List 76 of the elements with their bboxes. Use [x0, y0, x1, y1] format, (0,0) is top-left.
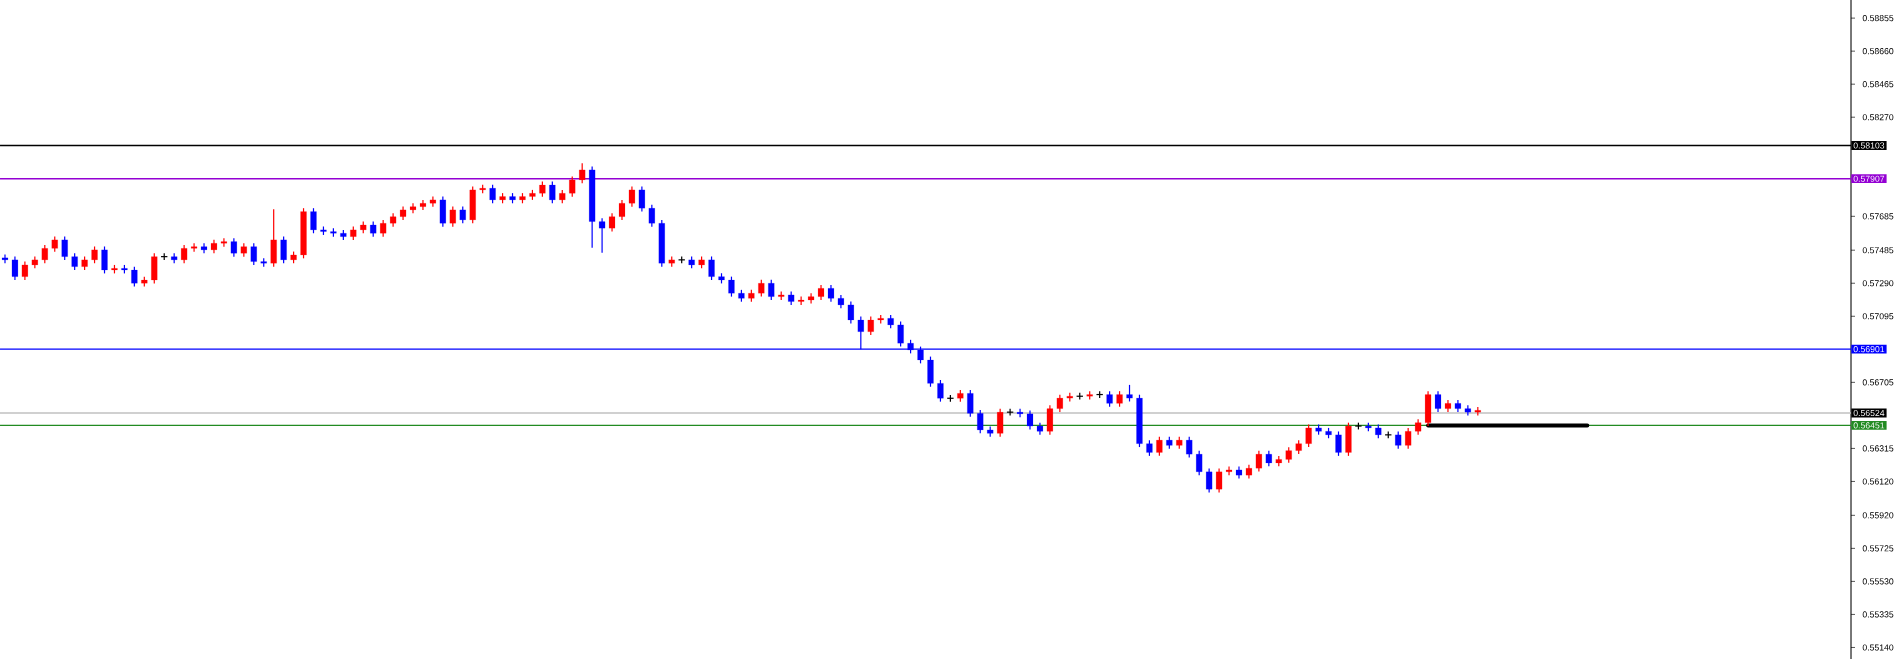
candlestick — [230, 237, 237, 258]
y-tick-label: 0.55920 — [1862, 512, 1894, 519]
candlestick — [181, 244, 188, 264]
candlestick — [270, 208, 277, 268]
candlestick — [1046, 404, 1053, 436]
candlestick — [728, 276, 735, 298]
candlestick — [1206, 467, 1213, 494]
candlestick — [549, 180, 556, 204]
y-tick-label: 0.58855 — [1862, 15, 1894, 22]
y-tick-label: 0.57290 — [1862, 280, 1894, 287]
y-tick-label: 0.55335 — [1862, 611, 1894, 618]
candlestick — [867, 316, 874, 336]
candlestick — [798, 296, 805, 306]
candlestick — [449, 205, 456, 228]
candlestick — [847, 300, 854, 324]
candlestick — [419, 199, 427, 211]
y-tick-label: 0.56315 — [1862, 445, 1894, 452]
y-tick-label: 0.58465 — [1862, 81, 1894, 88]
candlestick — [608, 212, 616, 233]
y-tick-label: 0.57685 — [1862, 213, 1894, 220]
candlestick — [310, 207, 317, 234]
candlestick — [997, 408, 1004, 438]
candlestick — [439, 195, 446, 228]
candlestick — [191, 242, 198, 253]
candlestick — [648, 204, 655, 228]
y-tick-label: 0.56120 — [1862, 478, 1894, 485]
ref-line-label: 0.56451 — [1853, 422, 1885, 429]
candlestick — [569, 175, 576, 198]
candlestick — [101, 245, 108, 275]
candlestick — [1186, 436, 1193, 459]
candlestick — [489, 184, 496, 204]
candlestick — [1464, 404, 1471, 417]
y-tick-label: 0.57485 — [1862, 247, 1894, 254]
candlestick — [1216, 467, 1223, 494]
candlestick — [11, 255, 19, 281]
ref-line-label: 0.56901 — [1853, 346, 1885, 353]
y-tick-label: 0.56705 — [1862, 379, 1894, 386]
candlestick — [1156, 436, 1163, 457]
candlestick — [61, 235, 68, 261]
candlestick — [937, 379, 944, 403]
candlestick — [638, 185, 645, 213]
ref-line-label: 0.57907 — [1853, 175, 1885, 182]
candlestick — [977, 409, 984, 434]
candlestick — [1335, 430, 1342, 457]
candlestick — [41, 244, 48, 264]
candlestick — [768, 279, 775, 301]
candlestick — [21, 260, 28, 281]
candlestick — [1434, 390, 1442, 413]
candlestick — [1405, 427, 1412, 450]
candlestick — [1016, 408, 1024, 418]
candlestick — [579, 162, 586, 184]
y-tick-label: 0.58270 — [1862, 114, 1894, 121]
ref-line-label: 0.58103 — [1853, 142, 1885, 149]
candlestick — [280, 235, 287, 264]
candlestick — [618, 199, 626, 221]
candlestick — [250, 242, 257, 266]
candlestick — [131, 266, 138, 288]
candlestick — [967, 389, 974, 418]
y-tick-label: 0.58660 — [1862, 48, 1894, 55]
candlestick — [151, 252, 158, 285]
candlestick — [1305, 423, 1312, 448]
y-tick-label: 0.55140 — [1862, 644, 1894, 651]
y-tick-label: 0.55725 — [1862, 545, 1894, 552]
candlestick — [1255, 450, 1262, 473]
candlestick — [1026, 409, 1034, 431]
y-tick-label: 0.55530 — [1862, 578, 1894, 585]
ref-line-label: 0.56524 — [1853, 409, 1885, 417]
candlestick — [1225, 465, 1233, 476]
candlestick — [1, 253, 9, 264]
candlestick — [628, 185, 636, 208]
candlestick — [220, 237, 227, 248]
candlestick — [1196, 450, 1203, 476]
candlestick — [708, 255, 715, 281]
candlestick — [599, 217, 606, 254]
candlestick — [927, 355, 934, 388]
y-tick-label: 0.57095 — [1862, 313, 1894, 320]
